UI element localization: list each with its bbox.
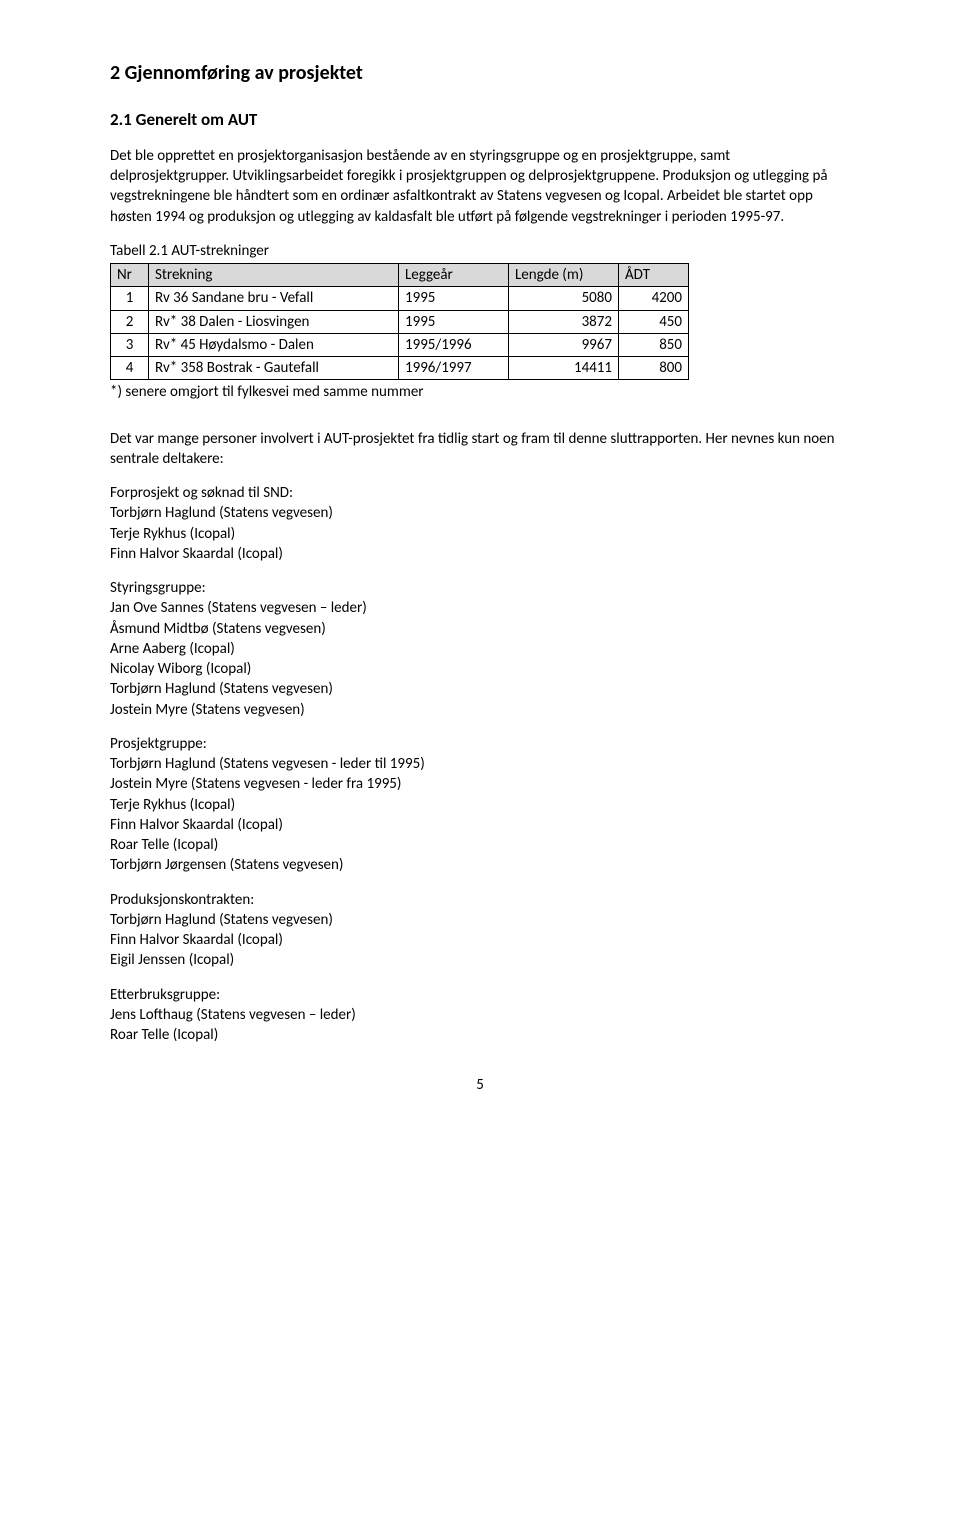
table-row: 3 Rv* 45 Høydalsmo - Dalen 1995/1996 996… [111,333,689,356]
intro-paragraph: Det ble opprettet en prosjektorganisasjo… [110,146,850,227]
group-line: Roar Telle (Icopal) [110,1025,850,1045]
section-heading: 2 Gjennomføring av prosjektet [110,60,850,87]
group-line: Finn Halvor Skaardal (Icopal) [110,815,850,835]
col-header-lengde: Lengde (m) [509,264,619,287]
cell-lengde: 3872 [509,310,619,333]
group-line: Jan Ove Sannes (Statens vegvesen – leder… [110,598,850,618]
participant-group: Styringsgruppe:Jan Ove Sannes (Statens v… [110,578,850,720]
group-line: Torbjørn Haglund (Statens vegvesen) [110,679,850,699]
group-title: Styringsgruppe: [110,578,850,598]
cell-nr: 4 [111,357,149,380]
group-line: Torbjørn Jørgensen (Statens vegvesen) [110,855,850,875]
cell-lengde: 9967 [509,333,619,356]
subsection-heading: 2.1 Generelt om AUT [110,109,850,132]
group-title: Prosjektgruppe: [110,734,850,754]
group-line: Nicolay Wiborg (Icopal) [110,659,850,679]
cell-leggeaar: 1995 [399,287,509,310]
table-body: 1 Rv 36 Sandane bru - Vefall 1995 5080 4… [111,287,689,380]
cell-lengde: 5080 [509,287,619,310]
cell-leggeaar: 1996/1997 [399,357,509,380]
group-title: Produksjonskontrakten: [110,890,850,910]
group-title: Forprosjekt og søknad til SND: [110,483,850,503]
cell-aadt: 4200 [619,287,689,310]
group-line: Eigil Jenssen (Icopal) [110,950,850,970]
group-line: Arne Aaberg (Icopal) [110,639,850,659]
aut-strekninger-table: Nr Strekning Leggeår Lengde (m) ÅDT 1 Rv… [110,263,689,380]
group-line: Finn Halvor Skaardal (Icopal) [110,544,850,564]
col-header-leggeaar: Leggeår [399,264,509,287]
group-line: Terje Rykhus (Icopal) [110,795,850,815]
participant-group: Prosjektgruppe:Torbjørn Haglund (Statens… [110,734,850,876]
cell-leggeaar: 1995 [399,310,509,333]
table-row: 4 Rv* 358 Bostrak - Gautefall 1996/1997 … [111,357,689,380]
cell-strekning: Rv* 38 Dalen - Liosvingen [149,310,399,333]
cell-aadt: 800 [619,357,689,380]
table-header-row: Nr Strekning Leggeår Lengde (m) ÅDT [111,264,689,287]
page-number: 5 [110,1075,850,1095]
participant-group: Etterbruksgruppe:Jens Lofthaug (Statens … [110,985,850,1046]
group-line: Roar Telle (Icopal) [110,835,850,855]
cell-aadt: 450 [619,310,689,333]
group-title: Etterbruksgruppe: [110,985,850,1005]
cell-strekning: Rv 36 Sandane bru - Vefall [149,287,399,310]
cell-nr: 2 [111,310,149,333]
cell-lengde: 14411 [509,357,619,380]
group-line: Jostein Myre (Statens vegvesen - leder f… [110,774,850,794]
group-line: Finn Halvor Skaardal (Icopal) [110,930,850,950]
group-line: Torbjørn Haglund (Statens vegvesen) [110,910,850,930]
cell-leggeaar: 1995/1996 [399,333,509,356]
group-line: Jens Lofthaug (Statens vegvesen – leder) [110,1005,850,1025]
cell-strekning: Rv* 358 Bostrak - Gautefall [149,357,399,380]
cell-nr: 1 [111,287,149,310]
participant-group: Produksjonskontrakten:Torbjørn Haglund (… [110,890,850,971]
cell-aadt: 850 [619,333,689,356]
cell-nr: 3 [111,333,149,356]
cell-strekning: Rv* 45 Høydalsmo - Dalen [149,333,399,356]
group-line: Torbjørn Haglund (Statens vegvesen - led… [110,754,850,774]
participant-group: Forprosjekt og søknad til SND:Torbjørn H… [110,483,850,564]
table-caption: Tabell 2.1 AUT-strekninger [110,241,850,261]
table-row: 2 Rv* 38 Dalen - Liosvingen 1995 3872 45… [111,310,689,333]
group-line: Jostein Myre (Statens vegvesen) [110,700,850,720]
col-header-nr: Nr [111,264,149,287]
group-line: Terje Rykhus (Icopal) [110,524,850,544]
group-line: Torbjørn Haglund (Statens vegvesen) [110,503,850,523]
participants-intro: Det var mange personer involvert i AUT-p… [110,429,850,470]
table-row: 1 Rv 36 Sandane bru - Vefall 1995 5080 4… [111,287,689,310]
col-header-aadt: ÅDT [619,264,689,287]
col-header-strekning: Strekning [149,264,399,287]
group-line: Åsmund Midtbø (Statens vegvesen) [110,619,850,639]
table-footnote: *) senere omgjort til fylkesvei med samm… [110,382,850,402]
